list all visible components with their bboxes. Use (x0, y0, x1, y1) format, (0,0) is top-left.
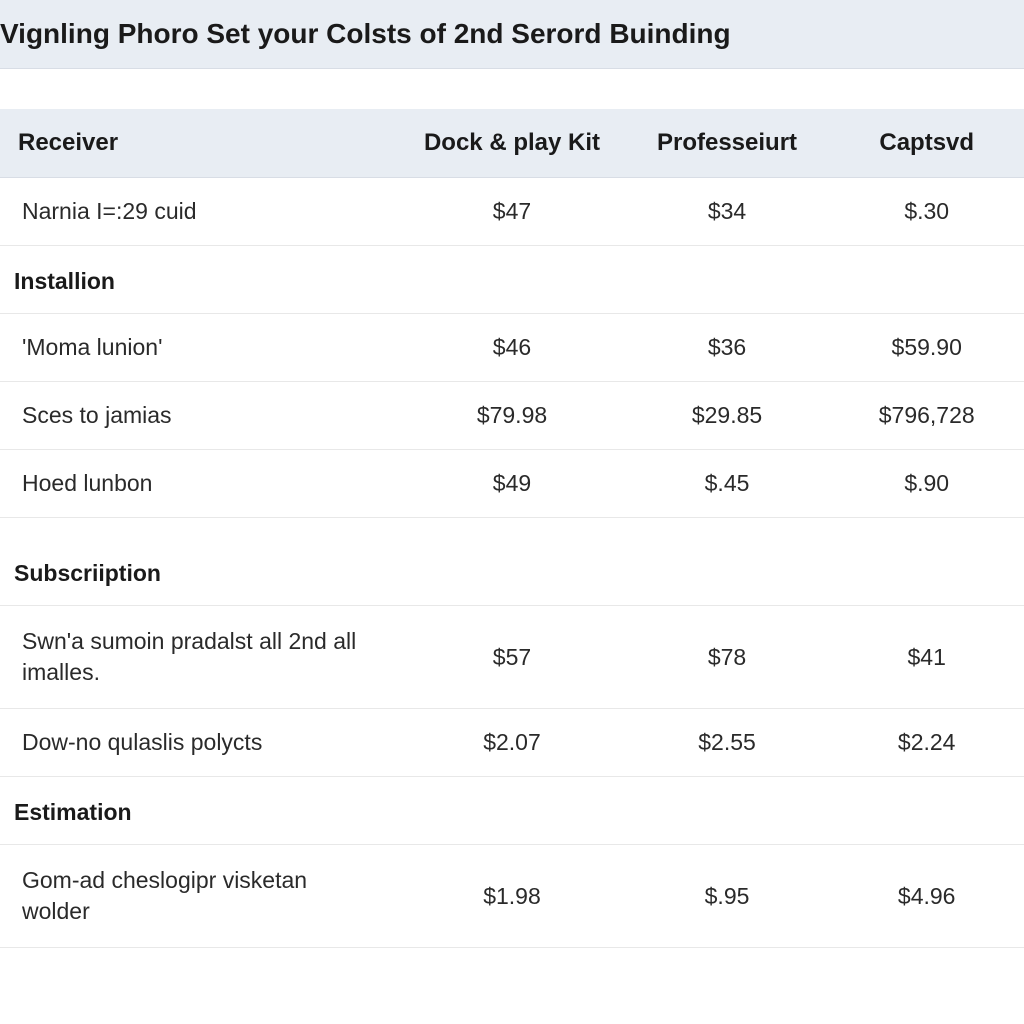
cell-value: $2.07 (399, 709, 624, 777)
cell-value: $47 (399, 178, 624, 246)
table-header-row: Receiver Dock & play Kit Professeiurt Ca… (0, 109, 1024, 178)
col-header-dock: Dock & play Kit (399, 109, 624, 178)
table-body: Narnia I=:29 cuid $47 $34 $.30 Installio… (0, 178, 1024, 948)
cell-value: $36 (625, 314, 830, 382)
cell-value: $2.24 (829, 709, 1024, 777)
cell-value: $796,728 (829, 382, 1024, 450)
page-header-bar: Vignling Phoro Set your Colsts of 2nd Se… (0, 0, 1024, 69)
page-title: Vignling Phoro Set your Colsts of 2nd Se… (0, 18, 1024, 50)
table-row: Dow-no qulaslis polycts $2.07 $2.55 $2.2… (0, 709, 1024, 777)
row-label: Dow-no qulaslis polycts (0, 709, 399, 777)
cell-value: $59.90 (829, 314, 1024, 382)
table-row: Hoed lunbon $49 $.45 $.90 (0, 450, 1024, 518)
table-row: Narnia I=:29 cuid $47 $34 $.30 (0, 178, 1024, 246)
col-header-capt: Captsvd (829, 109, 1024, 178)
table-row: Swn'a sumoin pradalst all 2nd all imalle… (0, 606, 1024, 709)
table-row: Gom-ad cheslogipr visketan wolder $1.98 … (0, 845, 1024, 948)
pricing-table: Receiver Dock & play Kit Professeiurt Ca… (0, 109, 1024, 948)
col-header-prof: Professeiurt (625, 109, 830, 178)
section-title: Installion (0, 246, 1024, 314)
cell-value: $4.96 (829, 845, 1024, 948)
cell-value: $.95 (625, 845, 830, 948)
cell-value: $.45 (625, 450, 830, 518)
section-header-estimation: Estimation (0, 777, 1024, 845)
cell-value: $49 (399, 450, 624, 518)
cell-value: $34 (625, 178, 830, 246)
cell-value: $79.98 (399, 382, 624, 450)
row-label: Sces to jamias (0, 382, 399, 450)
section-header-installion: Installion (0, 246, 1024, 314)
cell-value: $1.98 (399, 845, 624, 948)
row-label: Swn'a sumoin pradalst all 2nd all imalle… (0, 606, 399, 709)
row-label: Gom-ad cheslogipr visketan wolder (0, 845, 399, 948)
section-title: Subscriiption (0, 518, 1024, 606)
cell-value: $.90 (829, 450, 1024, 518)
content-area: Receiver Dock & play Kit Professeiurt Ca… (0, 69, 1024, 948)
cell-value: $2.55 (625, 709, 830, 777)
cell-value: $78 (625, 606, 830, 709)
table-row: Sces to jamias $79.98 $29.85 $796,728 (0, 382, 1024, 450)
cell-value: $46 (399, 314, 624, 382)
cell-value: $41 (829, 606, 1024, 709)
row-label: 'Moma lunion' (0, 314, 399, 382)
cell-value: $29.85 (625, 382, 830, 450)
row-label: Narnia I=:29 cuid (0, 178, 399, 246)
section-title: Estimation (0, 777, 1024, 845)
cell-value: $.30 (829, 178, 1024, 246)
cell-value: $57 (399, 606, 624, 709)
table-row: 'Moma lunion' $46 $36 $59.90 (0, 314, 1024, 382)
section-header-subscription: Subscriiption (0, 518, 1024, 606)
col-header-receiver: Receiver (0, 109, 399, 178)
row-label: Hoed lunbon (0, 450, 399, 518)
